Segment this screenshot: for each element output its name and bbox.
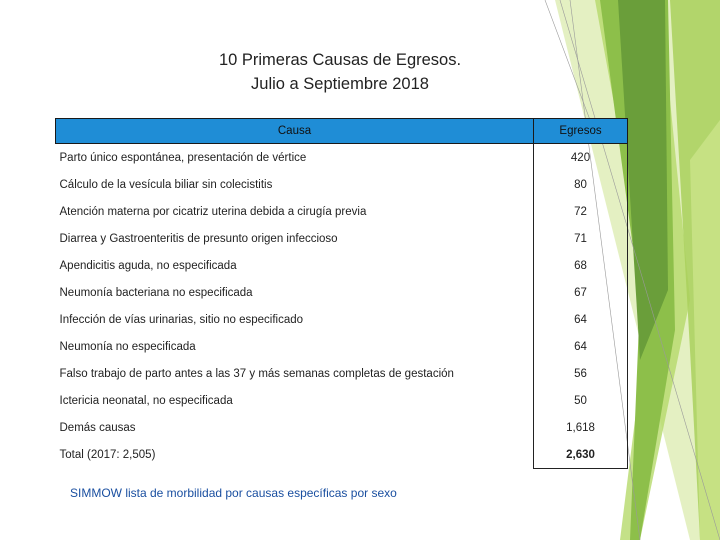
title-line-1: 10 Primeras Causas de Egresos. bbox=[218, 51, 462, 69]
cell-egresos: 50 bbox=[533, 387, 628, 414]
cell-causa: Cálculo de la vesícula biliar sin coleci… bbox=[59, 178, 273, 191]
cell-causa: Infección de vías urinarias, sitio no es… bbox=[59, 313, 304, 326]
table-row: Neumonía bacteriana no especificada 67 bbox=[56, 279, 628, 306]
table-row: Demás causas 1,618 bbox=[56, 414, 628, 441]
table-row: Ictericia neonatal, no especificada 50 bbox=[56, 387, 628, 414]
cell-causa: Falso trabajo de parto antes a las 37 y … bbox=[59, 367, 454, 380]
cell-causa: Parto único espontánea, presentación de … bbox=[59, 151, 307, 164]
cell-egresos: 71 bbox=[533, 225, 628, 252]
cell-egresos: 68 bbox=[533, 252, 628, 279]
table-row: Neumonía no especificada 64 bbox=[56, 333, 628, 360]
cell-causa: Apendicitis aguda, no especificada bbox=[59, 259, 237, 272]
cell-causa: Diarrea y Gastroenteritis de presunto or… bbox=[59, 232, 338, 245]
cell-egresos: 1,618 bbox=[533, 414, 628, 441]
cell-total-label: Total (2017: 2,505) bbox=[59, 448, 156, 461]
cell-causa: Neumonía bacteriana no especificada bbox=[59, 286, 253, 299]
source-footnote: SIMMOW lista de morbilidad por causas es… bbox=[70, 486, 397, 500]
cell-causa: Neumonía no especificada bbox=[59, 340, 196, 353]
cell-causa: Ictericia neonatal, no especificada bbox=[59, 394, 233, 407]
table-row: Cálculo de la vesícula biliar sin coleci… bbox=[56, 171, 628, 198]
cell-causa: Atención materna por cicatriz uterina de… bbox=[59, 205, 367, 218]
cell-egresos: 64 bbox=[533, 306, 628, 333]
cell-egresos: 420 bbox=[533, 143, 628, 171]
table-row: Atención materna por cicatriz uterina de… bbox=[56, 198, 628, 225]
cell-total-value: 2,630 bbox=[533, 441, 628, 469]
cell-egresos: 56 bbox=[533, 360, 628, 387]
cell-egresos: 72 bbox=[533, 198, 628, 225]
header-causa: Causa bbox=[55, 118, 534, 144]
table-row: Parto único espontánea, presentación de … bbox=[56, 143, 628, 171]
page-title: 10 Primeras Causas de Egresos. Julio a S… bbox=[150, 48, 530, 96]
table-row-total: Total (2017: 2,505) 2,630 bbox=[56, 441, 628, 469]
cell-egresos: 64 bbox=[533, 333, 628, 360]
header-egresos: Egresos bbox=[533, 118, 628, 144]
table-row: Diarrea y Gastroenteritis de presunto or… bbox=[56, 225, 628, 252]
table-row: Apendicitis aguda, no especificada 68 bbox=[56, 252, 628, 279]
egresos-table: Causa Egresos Parto único espontánea, pr… bbox=[55, 118, 628, 469]
table-header-row: Causa Egresos bbox=[55, 118, 628, 144]
cell-egresos: 67 bbox=[533, 279, 628, 306]
cell-causa: Demás causas bbox=[59, 421, 136, 434]
table-row: Falso trabajo de parto antes a las 37 y … bbox=[56, 360, 628, 387]
cell-egresos: 80 bbox=[533, 171, 628, 198]
title-line-2: Julio a Septiembre 2018 bbox=[251, 75, 429, 93]
table-row: Infección de vías urinarias, sitio no es… bbox=[56, 306, 628, 333]
